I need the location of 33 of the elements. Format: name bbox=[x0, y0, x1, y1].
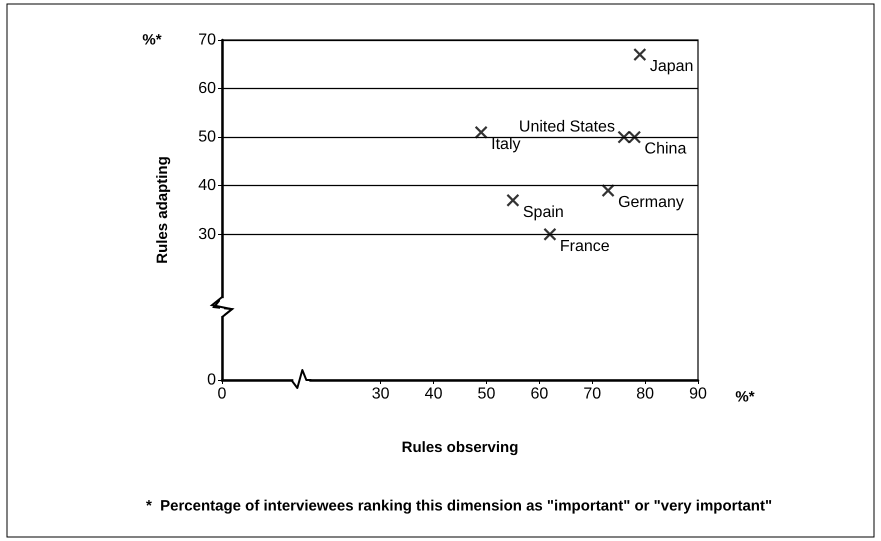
y-tick-label: 40 bbox=[198, 177, 216, 194]
point bbox=[601, 184, 615, 198]
x-tick-label: 40 bbox=[424, 386, 443, 402]
x-tick-label: 80 bbox=[636, 386, 654, 402]
point bbox=[633, 48, 646, 62]
x-tick-label: 90 bbox=[689, 386, 707, 402]
annotation: Japan bbox=[650, 58, 694, 76]
annotation: Germany bbox=[618, 194, 684, 212]
text: * Percentage of interviewees ranking this dimension as "important" or "very important" bbox=[146, 498, 772, 514]
annotation: United States bbox=[518, 118, 615, 136]
y-tick-label: 30 bbox=[198, 226, 216, 243]
x-tick-label: 50 bbox=[478, 386, 496, 402]
text: %* bbox=[142, 32, 162, 48]
x-tick-label: 60 bbox=[530, 386, 548, 402]
x-tick-label: 70 bbox=[583, 386, 602, 402]
point bbox=[617, 130, 631, 144]
annotation: Italy bbox=[491, 136, 520, 153]
y-tick-label: 0 bbox=[207, 372, 216, 388]
point bbox=[628, 130, 642, 144]
x-axis-title: Rules observing bbox=[402, 439, 518, 456]
point bbox=[474, 126, 488, 139]
annotation: China bbox=[644, 140, 686, 158]
point bbox=[506, 194, 520, 207]
x-tick-label: 30 bbox=[372, 386, 390, 402]
text: %* bbox=[735, 388, 755, 406]
annotation: France bbox=[560, 238, 610, 255]
y-tick-label: 70 bbox=[198, 32, 216, 48]
y-axis-title: Rules adapting bbox=[154, 156, 171, 264]
y-tick-label: 50 bbox=[198, 128, 216, 146]
x-tick-label: 0 bbox=[218, 386, 227, 402]
point bbox=[543, 228, 557, 241]
y-tick-label: 60 bbox=[198, 80, 216, 98]
annotation: Spain bbox=[522, 204, 564, 221]
